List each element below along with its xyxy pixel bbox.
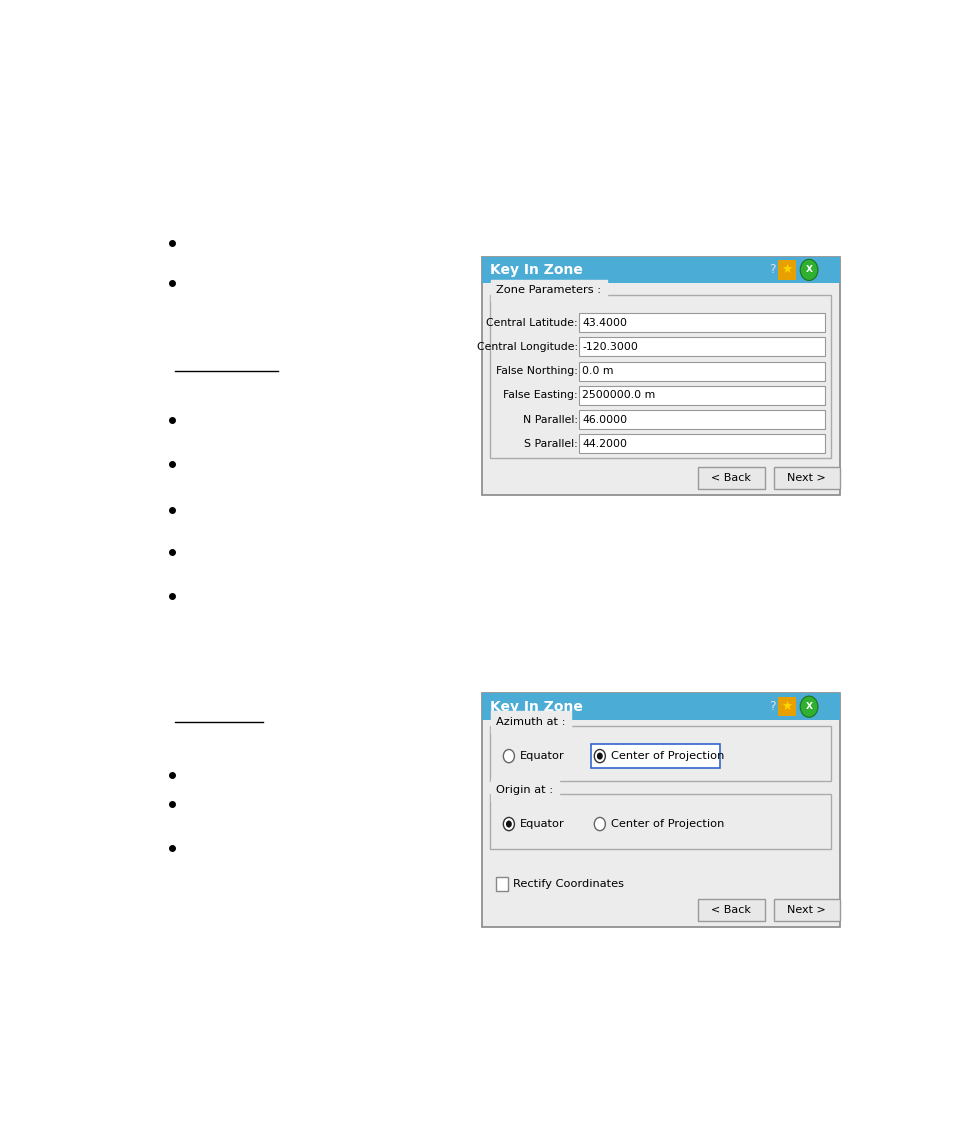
- FancyBboxPatch shape: [481, 257, 840, 495]
- Text: 0.0 m: 0.0 m: [581, 366, 613, 376]
- Text: Next >: Next >: [786, 905, 825, 915]
- Circle shape: [594, 817, 605, 831]
- Text: False Easting:: False Easting:: [502, 391, 577, 400]
- Text: S Parallel:: S Parallel:: [523, 439, 577, 449]
- FancyBboxPatch shape: [578, 337, 824, 356]
- Text: ★: ★: [781, 264, 792, 276]
- FancyBboxPatch shape: [773, 466, 840, 488]
- Text: Equator: Equator: [519, 751, 564, 761]
- FancyBboxPatch shape: [778, 697, 795, 716]
- Text: Next >: Next >: [786, 472, 825, 482]
- FancyBboxPatch shape: [590, 744, 720, 769]
- Text: < Back: < Back: [711, 905, 751, 915]
- Text: Azimuth at :: Azimuth at :: [496, 717, 565, 727]
- FancyBboxPatch shape: [578, 386, 824, 405]
- FancyBboxPatch shape: [578, 362, 824, 380]
- Text: 46.0000: 46.0000: [581, 415, 626, 425]
- Text: 44.2000: 44.2000: [581, 439, 626, 449]
- Text: ★: ★: [781, 700, 792, 713]
- Text: X: X: [804, 702, 812, 712]
- Text: 43.4000: 43.4000: [581, 317, 626, 328]
- Text: 2500000.0 m: 2500000.0 m: [581, 391, 655, 400]
- FancyBboxPatch shape: [496, 877, 508, 892]
- Circle shape: [503, 749, 514, 763]
- Text: False Northing:: False Northing:: [496, 366, 577, 376]
- Text: N Parallel:: N Parallel:: [522, 415, 577, 425]
- Text: -120.3000: -120.3000: [581, 342, 638, 352]
- Text: Origin at :: Origin at :: [496, 785, 553, 795]
- Text: ?: ?: [768, 264, 775, 276]
- Text: Key In Zone: Key In Zone: [490, 700, 582, 714]
- FancyBboxPatch shape: [578, 434, 824, 454]
- FancyBboxPatch shape: [481, 693, 840, 720]
- Text: Central Longitude:: Central Longitude:: [476, 342, 577, 352]
- FancyBboxPatch shape: [578, 313, 824, 332]
- Text: X: X: [804, 266, 812, 274]
- Text: < Back: < Back: [711, 472, 751, 482]
- Circle shape: [800, 259, 817, 281]
- Text: Center of Projection: Center of Projection: [610, 819, 723, 829]
- Circle shape: [503, 817, 514, 831]
- Circle shape: [594, 749, 605, 763]
- Circle shape: [800, 696, 817, 717]
- FancyBboxPatch shape: [490, 727, 830, 780]
- FancyBboxPatch shape: [490, 295, 830, 458]
- FancyBboxPatch shape: [698, 466, 764, 488]
- Text: Rectify Coordinates: Rectify Coordinates: [513, 879, 623, 889]
- FancyBboxPatch shape: [778, 260, 795, 280]
- Text: Zone Parameters :: Zone Parameters :: [496, 285, 600, 296]
- FancyBboxPatch shape: [773, 900, 840, 921]
- Text: ?: ?: [768, 700, 775, 713]
- FancyBboxPatch shape: [698, 900, 764, 921]
- Text: Center of Projection: Center of Projection: [610, 751, 723, 761]
- Circle shape: [505, 821, 512, 827]
- FancyBboxPatch shape: [481, 693, 840, 927]
- Text: Equator: Equator: [519, 819, 564, 829]
- Text: Key In Zone: Key In Zone: [490, 262, 582, 277]
- Text: Central Latitude:: Central Latitude:: [485, 317, 577, 328]
- FancyBboxPatch shape: [490, 794, 830, 849]
- FancyBboxPatch shape: [578, 410, 824, 429]
- Circle shape: [597, 753, 602, 760]
- FancyBboxPatch shape: [481, 257, 840, 283]
